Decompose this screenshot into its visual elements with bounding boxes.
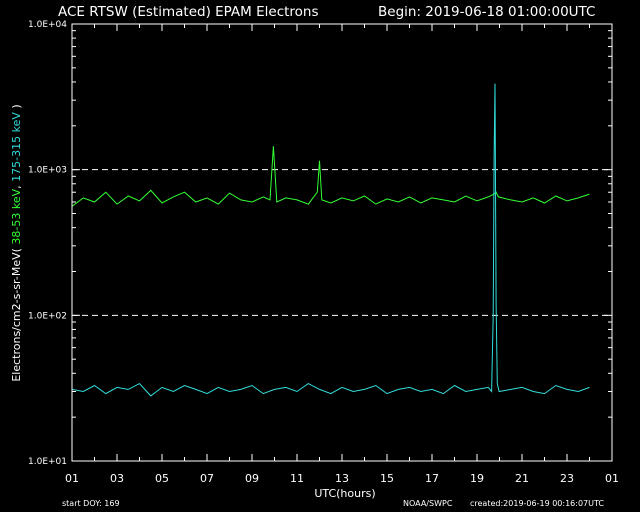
- created-time: created:2019-06-19 00:16:07UTC: [470, 499, 604, 508]
- x-tick-label-7: 15: [380, 472, 394, 485]
- x-axis-label: UTC(hours): [314, 487, 375, 500]
- x-axis: 01 03 05 07 09 11 13 15 17 19 21 23 01: [65, 24, 619, 485]
- x-tick-label-8: 17: [425, 472, 439, 485]
- plot-frame: [71, 23, 613, 462]
- y-axis: 1.0E+01 1.0E+02 1.0E+03 1.0E+04: [28, 20, 612, 467]
- y-axis-label-separator: ,: [10, 182, 23, 189]
- y-tick-label-1: 1.0E+02: [28, 311, 67, 321]
- y-tick-label-2: 1.0E+03: [28, 166, 67, 176]
- x-tick-label-10: 21: [515, 472, 529, 485]
- y-axis-label-paren-open: (: [10, 245, 23, 253]
- begin-time: Begin: 2019-06-18 01:00:00UTC: [378, 4, 595, 20]
- series-line-38-53-keV: [71, 146, 590, 207]
- y-axis-label-paren-close: ): [10, 104, 23, 112]
- x-tick-label-2: 05: [155, 472, 169, 485]
- y-tick-label-3: 1.0E+04: [28, 20, 67, 30]
- x-tick-label-5: 11: [290, 472, 304, 485]
- y-axis-label: Electrons/cm2-s-sr-MeV( 38-53 keV, 175-3…: [10, 104, 23, 381]
- gridlines: [72, 169, 612, 316]
- x-tick-label-12: 01: [605, 472, 619, 485]
- x-tick-label-4: 09: [245, 472, 259, 485]
- series-line-175-315-keV: [71, 83, 590, 397]
- y-axis-label-high-band: 175-315 keV: [10, 112, 23, 182]
- data-series: [71, 83, 590, 397]
- y-axis-label-low-band: 38-53 keV: [10, 188, 23, 244]
- chart-title: ACE RTSW (Estimated) EPAM Electrons: [58, 4, 319, 20]
- x-tick-label-9: 19: [470, 472, 484, 485]
- x-tick-label-11: 23: [560, 472, 574, 485]
- x-tick-label-0: 01: [65, 472, 79, 485]
- agency-label: NOAA/SWPC: [403, 499, 453, 508]
- x-tick-label-1: 03: [110, 472, 124, 485]
- y-tick-label-0: 1.0E+01: [28, 457, 67, 467]
- start-doy: start DOY: 169: [62, 499, 120, 508]
- x-tick-label-3: 07: [200, 472, 214, 485]
- y-axis-label-units: Electrons/cm2-s-sr-MeV: [10, 252, 23, 382]
- x-tick-label-6: 13: [335, 472, 349, 485]
